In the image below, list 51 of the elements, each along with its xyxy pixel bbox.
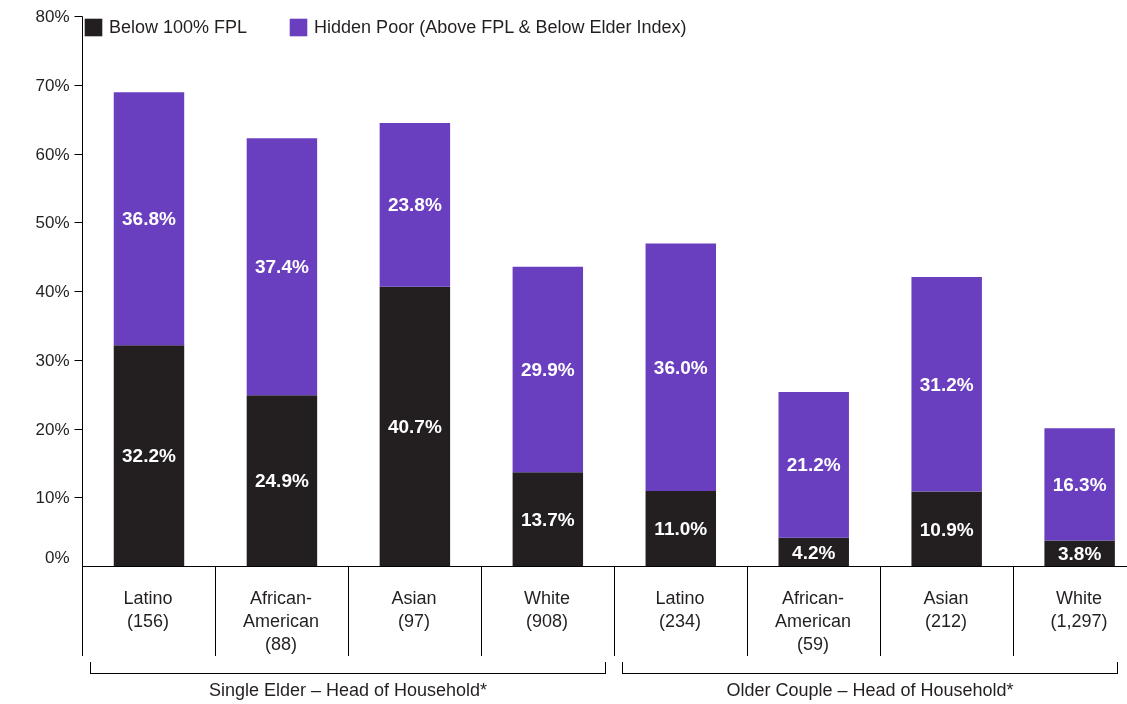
x-tick-label: White (1,297) [1049, 587, 1109, 633]
legend-label: Hidden Poor (Above FPL & Below Elder Index) [314, 16, 687, 38]
bar [379, 286, 451, 566]
x-tick-label: African- American (88) [242, 587, 320, 656]
bar [645, 243, 717, 491]
data-label: 37.4% [254, 256, 309, 278]
data-label: 11.0% [654, 518, 708, 540]
y-tick-label: 50% [35, 213, 70, 233]
data-label: 32.2% [122, 445, 177, 467]
data-label: 23.8% [387, 194, 442, 216]
x-tick-label: Asian (212) [922, 587, 970, 633]
bar [645, 490, 717, 566]
legend-label: Below 100% FPL [109, 16, 248, 38]
data-label: 31.2% [919, 373, 974, 395]
data-label: 21.2% [786, 454, 841, 476]
bar [512, 266, 584, 473]
x-tick-label: African- American (59) [774, 587, 852, 656]
bar [512, 472, 584, 566]
bar [379, 123, 451, 287]
y-tick-label: 60% [35, 144, 70, 164]
bar [113, 92, 185, 346]
data-label: 10.9% [919, 518, 974, 540]
bar [246, 138, 318, 396]
x-tick-label: Asian (97) [390, 587, 438, 633]
bar [1044, 428, 1115, 541]
y-tick-label: 30% [35, 350, 70, 370]
data-label: 36.0% [653, 356, 708, 378]
bar [911, 491, 982, 566]
y-tick-label: 10% [35, 488, 70, 508]
data-label: 3.8% [1057, 542, 1102, 564]
y-tick-label: 0% [44, 547, 70, 567]
bar [246, 395, 318, 566]
bar [778, 391, 849, 538]
data-label: 16.3% [1052, 473, 1107, 495]
data-label: 4.2% [792, 541, 836, 563]
y-tick-label: 80% [35, 7, 70, 26]
y-tick-label: 40% [35, 282, 70, 301]
x-tick-label: White (908) [523, 587, 571, 633]
y-tick-label: 70% [35, 75, 70, 95]
data-label: 24.9% [254, 470, 309, 492]
data-label: 29.9% [520, 359, 575, 381]
data-label: 36.8% [122, 208, 177, 230]
x-tick-label: Latino (234) [654, 587, 706, 633]
bar [911, 277, 982, 492]
text: Older Couple – Head of Household* [725, 679, 1015, 702]
x-tick-label: Latino (156) [122, 587, 174, 633]
bar [113, 345, 185, 566]
data-label: 13.7% [520, 508, 575, 530]
y-tick-label: 20% [35, 419, 70, 439]
text: Single Elder – Head of Household* [207, 679, 489, 702]
data-label: 40.7% [387, 416, 442, 438]
